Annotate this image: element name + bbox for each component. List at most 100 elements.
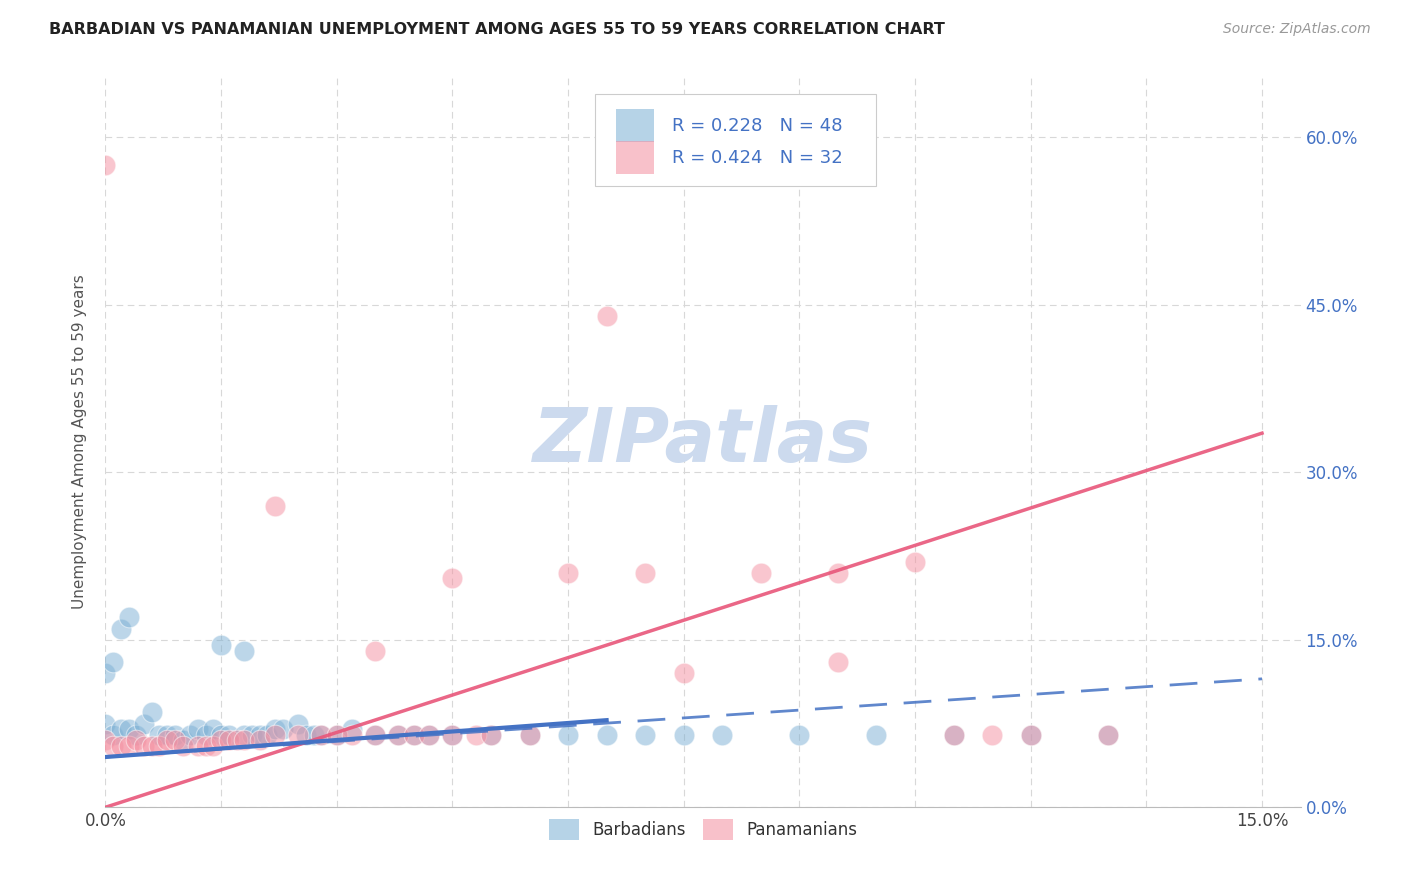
Point bbox=[749, 566, 772, 580]
Point bbox=[557, 566, 579, 580]
Point bbox=[264, 499, 287, 513]
Point bbox=[225, 733, 247, 747]
Point bbox=[218, 728, 240, 742]
Point bbox=[479, 728, 502, 742]
Point bbox=[218, 733, 240, 747]
Point bbox=[194, 739, 217, 753]
Point bbox=[187, 722, 209, 736]
Point bbox=[326, 728, 349, 742]
Point bbox=[101, 655, 124, 669]
Point bbox=[110, 722, 132, 736]
Point bbox=[256, 728, 278, 742]
Point bbox=[233, 728, 256, 742]
Point bbox=[387, 728, 409, 742]
Point bbox=[364, 644, 387, 658]
Point bbox=[418, 728, 440, 742]
Legend: Barbadians, Panamanians: Barbadians, Panamanians bbox=[543, 813, 863, 847]
Point bbox=[595, 309, 617, 323]
Point bbox=[125, 728, 148, 742]
Point bbox=[402, 728, 425, 742]
Point bbox=[249, 733, 271, 747]
Point bbox=[1019, 728, 1042, 742]
Point bbox=[233, 733, 256, 747]
Point bbox=[402, 728, 425, 742]
Point bbox=[117, 739, 139, 753]
Point bbox=[711, 728, 734, 742]
Point bbox=[264, 722, 287, 736]
Point bbox=[672, 666, 695, 681]
Point bbox=[94, 733, 117, 747]
Point bbox=[387, 728, 409, 742]
Point bbox=[418, 728, 440, 742]
Point bbox=[110, 622, 132, 636]
Point bbox=[117, 722, 139, 736]
Point bbox=[1097, 728, 1119, 742]
Point bbox=[557, 728, 579, 742]
Point bbox=[249, 728, 271, 742]
Point bbox=[634, 566, 657, 580]
Point bbox=[519, 728, 541, 742]
Point bbox=[172, 733, 194, 747]
Point bbox=[865, 728, 887, 742]
Point bbox=[364, 728, 387, 742]
Point bbox=[942, 728, 965, 742]
FancyBboxPatch shape bbox=[596, 95, 876, 186]
Point bbox=[464, 728, 486, 742]
Point bbox=[302, 728, 325, 742]
Text: Source: ZipAtlas.com: Source: ZipAtlas.com bbox=[1223, 22, 1371, 37]
Point bbox=[340, 728, 363, 742]
Point bbox=[132, 739, 155, 753]
Point bbox=[287, 716, 309, 731]
Point bbox=[148, 728, 170, 742]
Point bbox=[163, 728, 186, 742]
Point bbox=[240, 728, 263, 742]
Point bbox=[827, 655, 849, 669]
Point bbox=[94, 716, 117, 731]
Point bbox=[233, 644, 256, 658]
Point bbox=[981, 728, 1004, 742]
Point bbox=[519, 728, 541, 742]
Point bbox=[311, 728, 333, 742]
Point bbox=[942, 728, 965, 742]
Point bbox=[672, 728, 695, 742]
Point bbox=[141, 739, 163, 753]
Point bbox=[441, 571, 464, 585]
Point bbox=[94, 666, 117, 681]
Point bbox=[125, 733, 148, 747]
Bar bbox=[616, 109, 654, 142]
Text: R = 0.424   N = 32: R = 0.424 N = 32 bbox=[672, 149, 842, 167]
Point bbox=[634, 728, 657, 742]
Point bbox=[1097, 728, 1119, 742]
Bar bbox=[616, 141, 654, 174]
Point bbox=[132, 716, 155, 731]
Point bbox=[101, 739, 124, 753]
Point bbox=[156, 733, 179, 747]
Point bbox=[479, 728, 502, 742]
Point bbox=[148, 739, 170, 753]
Point bbox=[441, 728, 464, 742]
Text: ZIPatlas: ZIPatlas bbox=[533, 405, 873, 478]
Point bbox=[295, 728, 318, 742]
Point bbox=[326, 728, 349, 742]
Point bbox=[141, 706, 163, 720]
Point bbox=[264, 728, 287, 742]
Text: R = 0.228   N = 48: R = 0.228 N = 48 bbox=[672, 117, 842, 135]
Point bbox=[94, 158, 117, 172]
Point bbox=[209, 638, 232, 652]
Point bbox=[287, 728, 309, 742]
Point bbox=[110, 739, 132, 753]
Point bbox=[156, 728, 179, 742]
Point bbox=[364, 728, 387, 742]
Point bbox=[209, 733, 232, 747]
Point bbox=[202, 722, 225, 736]
Point bbox=[271, 722, 294, 736]
Point bbox=[595, 728, 617, 742]
Point bbox=[172, 739, 194, 753]
Point bbox=[340, 722, 363, 736]
Point bbox=[441, 728, 464, 742]
Point bbox=[827, 566, 849, 580]
Point bbox=[202, 739, 225, 753]
Point bbox=[101, 728, 124, 742]
Point bbox=[209, 728, 232, 742]
Point bbox=[904, 555, 927, 569]
